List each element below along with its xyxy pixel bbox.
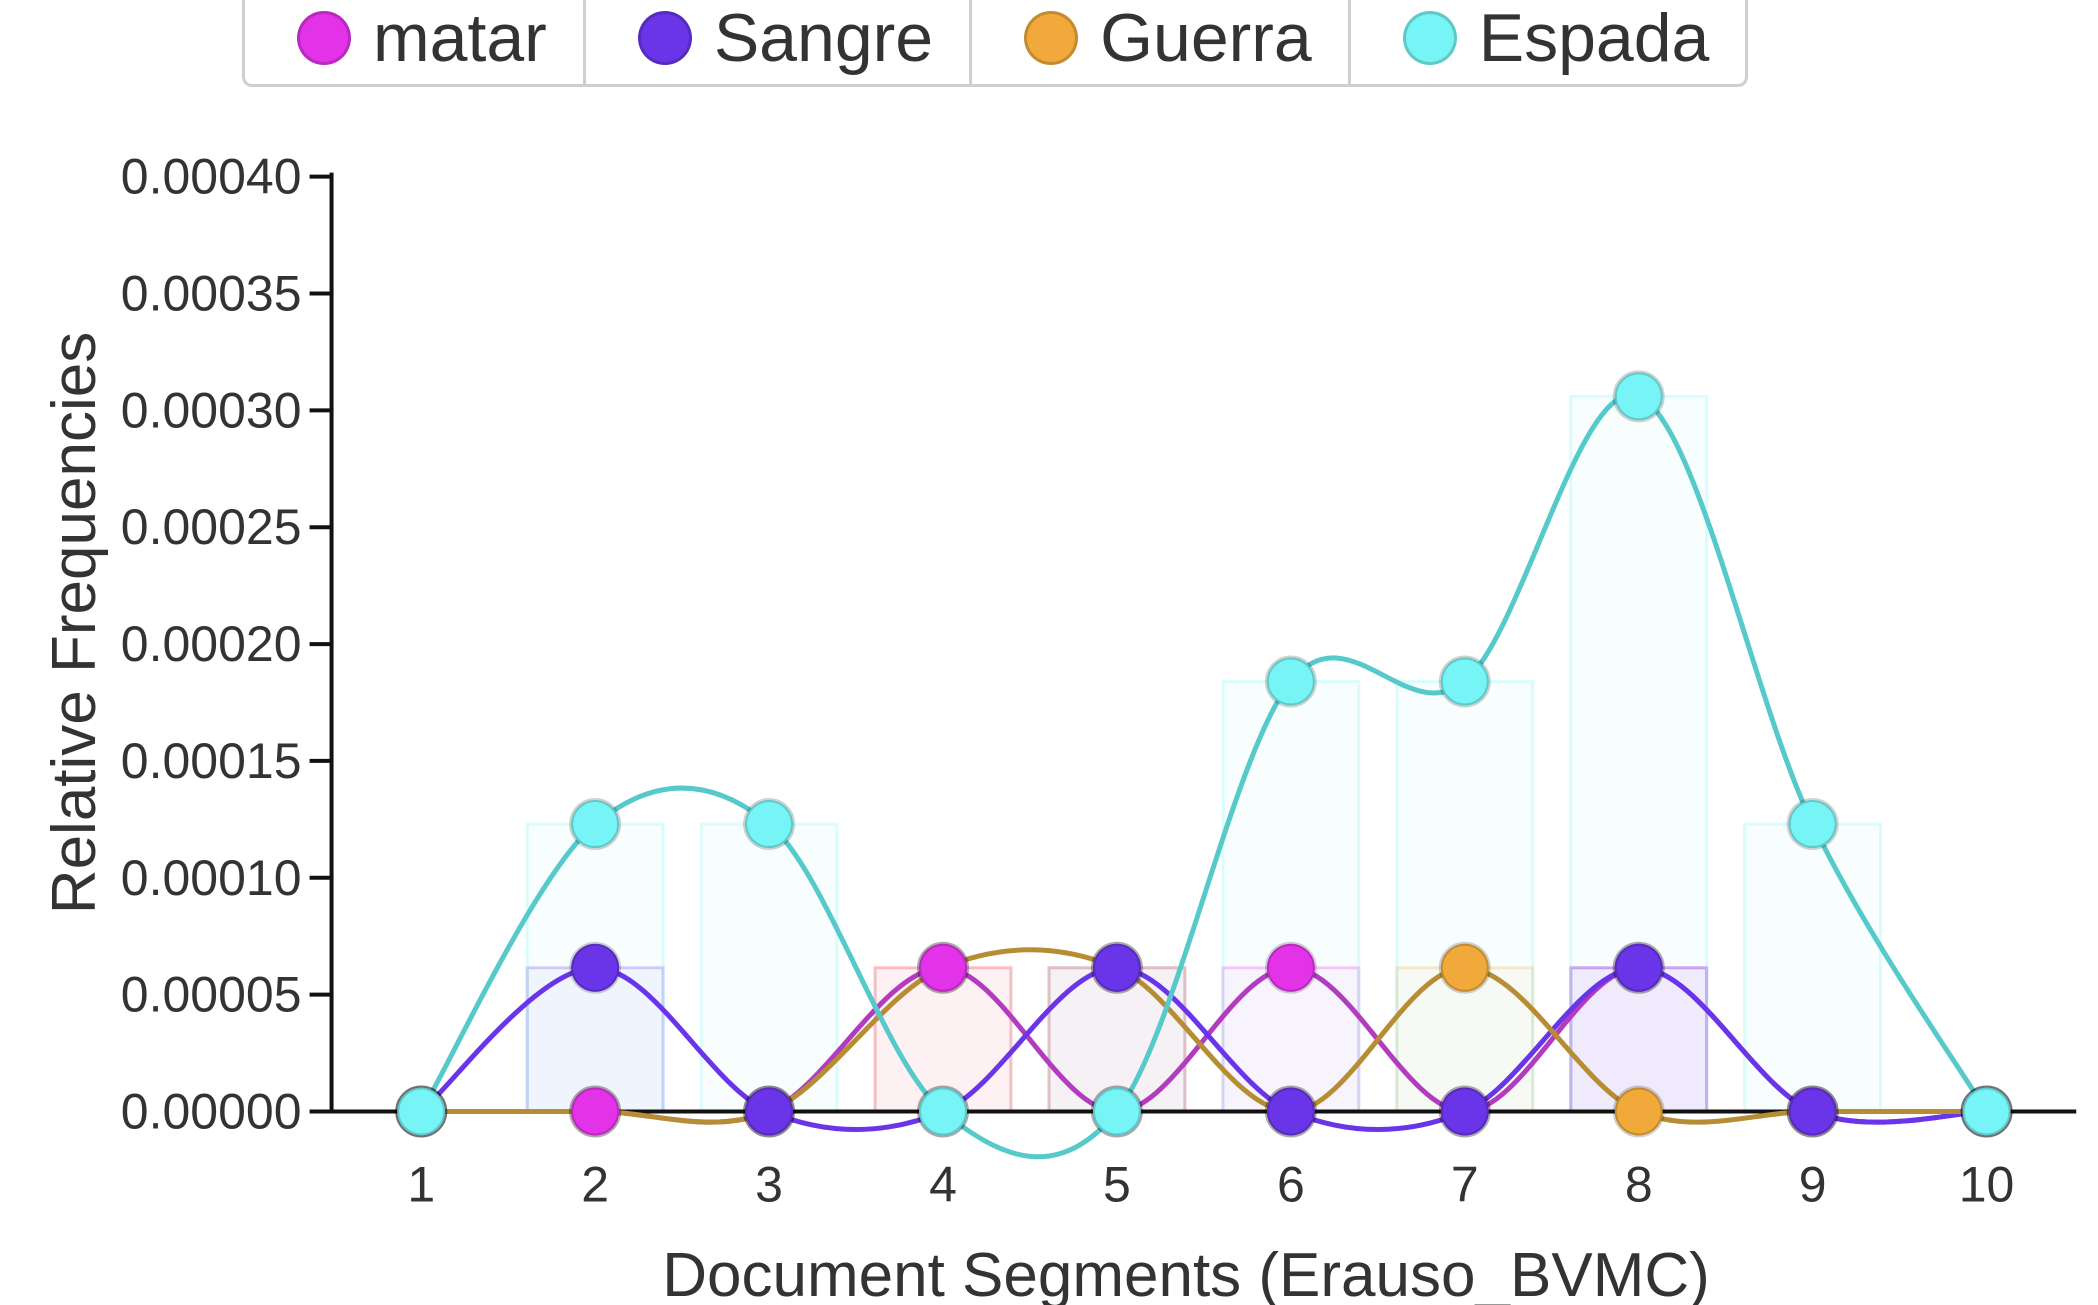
point-espada-4 (917, 1085, 970, 1138)
bar-espada-8 (1569, 394, 1709, 1114)
points-layer (395, 370, 2013, 1138)
y-tick-label: 0.00020 (121, 616, 302, 672)
point-espada-6 (1264, 655, 1317, 708)
point-guerra-8 (1612, 1085, 1665, 1138)
point-espada-5 (1090, 1085, 1143, 1138)
bars-layer (525, 394, 1883, 1114)
point-sangre-3 (743, 1085, 796, 1138)
point-guerra-7 (1438, 941, 1491, 994)
line-espada (419, 392, 1989, 1160)
point-espada-7 (1438, 655, 1491, 708)
legend-label: Sangre (713, 0, 934, 76)
x-tick-label: 2 (581, 1157, 609, 1213)
point-sangre-9 (1786, 1085, 1839, 1138)
bar-espada-6 (1221, 679, 1361, 1114)
y-tick-label: 0.00005 (121, 967, 302, 1023)
x-tick-label: 6 (1277, 1157, 1305, 1213)
point-matar-2 (569, 1085, 622, 1138)
legend-dot-icon (1402, 11, 1457, 65)
legend-label: Guerra (1100, 0, 1312, 76)
y-tick-label: 0.00015 (121, 733, 302, 789)
point-matar-4 (917, 941, 970, 994)
point-sangre-6 (1264, 1085, 1317, 1138)
point-espada-3 (743, 798, 796, 851)
y-tick-label: 0.00040 (121, 149, 302, 205)
y-tick-label: 0.00000 (121, 1084, 302, 1140)
x-tick-label: 1 (407, 1157, 435, 1213)
legend-label: matar (373, 0, 547, 76)
legend-dot-icon (297, 11, 351, 65)
x-tick-label: 4 (929, 1157, 957, 1213)
point-sangre-7 (1438, 1085, 1491, 1138)
point-matar-6 (1264, 941, 1317, 994)
x-tick-label: 7 (1451, 1157, 1479, 1213)
axes-layer: 0.00000 0.00005 0.00010 0.00015 0.00020 0.000… (121, 149, 2077, 1213)
point-espada-1 (395, 1085, 448, 1138)
y-tick-label: 0.00010 (121, 850, 302, 906)
y-axis-title: Relative Frequencies (40, 332, 109, 914)
legend-item-matar[interactable]: matar (245, 0, 586, 84)
x-tick-label: 3 (755, 1157, 783, 1213)
point-espada-2 (569, 798, 622, 851)
point-espada-10 (1960, 1085, 2013, 1138)
y-tick-label: 0.00025 (121, 499, 302, 555)
lines-layer (419, 392, 1989, 1160)
y-tick-label: 0.00035 (121, 266, 302, 322)
legend-item-guerra[interactable]: Guerra (972, 0, 1351, 84)
point-sangre-2 (569, 941, 622, 994)
x-tick-label: 5 (1103, 1157, 1131, 1213)
y-tick-label: 0.00030 (121, 382, 302, 438)
legend-item-sangre[interactable]: Sangre (586, 0, 973, 84)
x-tick-label: 9 (1799, 1157, 1827, 1213)
bar-espada-7 (1395, 679, 1535, 1114)
point-espada-8 (1612, 370, 1665, 423)
x-tick-label: 8 (1625, 1157, 1653, 1213)
x-tick-label: 10 (1959, 1157, 2015, 1213)
point-sangre-8 (1612, 941, 1665, 994)
legend-item-espada[interactable]: Espada (1351, 0, 1746, 84)
legend-label: Espada (1478, 0, 1710, 76)
legend-dot-icon (1024, 11, 1079, 65)
line-guerra (421, 947, 1987, 1125)
legend: matar Sangre Guerra Espada (242, 0, 1749, 87)
point-espada-9 (1786, 798, 1839, 851)
x-axis-title: Document Segments (Erauso_BVMC) (662, 1241, 1710, 1305)
line-sangre (419, 965, 1987, 1132)
point-sangre-5 (1090, 941, 1143, 994)
bar-espada-9 (1743, 822, 1883, 1114)
legend-dot-icon (637, 11, 692, 65)
bar-espada-3 (699, 822, 839, 1114)
